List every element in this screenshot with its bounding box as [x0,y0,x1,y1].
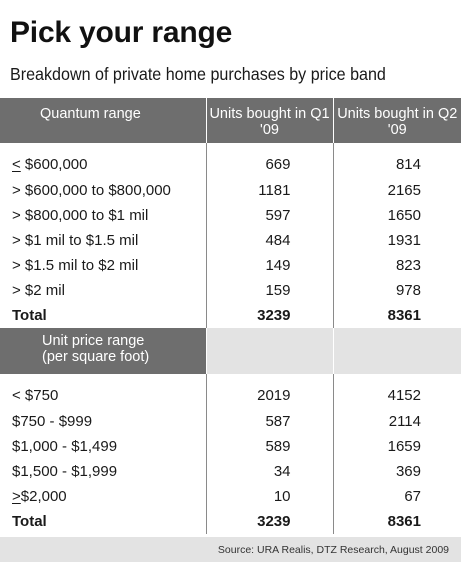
row-label: > $1.5 mil to $2 mil [12,257,139,274]
row-q1-value: 149 [205,253,333,278]
row-q1-value: 669 [205,143,333,178]
row-label: $1,500 - $1,999 [12,463,118,480]
header-unit-price-range: Unit price range (per square foot) [0,328,206,374]
total-q2-value: 8361 [332,303,461,328]
total-q1-value: 3239 [205,303,333,328]
price-band-table: Quantum range Units bought in Q1 '09 Uni… [0,98,461,534]
header-units-q2: Units bought in Q2 '09 [332,98,461,143]
table-row: $1,000 - $1,499 589 1659 [0,434,461,459]
le-symbol: < [12,156,21,173]
row-q2-value: 1931 [332,228,461,253]
row-label: >$2,000 [0,484,206,509]
table-total-row: Total 3239 8361 [0,509,461,534]
row-label-text: $600,000 [20,156,88,173]
row-label: < $600,000 [0,143,206,178]
chart-subtitle: Breakdown of private home purchases by p… [10,64,386,84]
section-header-blank [332,328,461,374]
table-row: < $750 2019 4152 [0,374,461,409]
row-q2-value: 1659 [332,434,461,459]
table-row: > $1.5 mil to $2 mil 149 823 [0,253,461,278]
row-q2-value: 2114 [332,409,461,434]
row-q1-value: 10 [205,484,333,509]
row-q2-value: 978 [332,278,461,303]
row-label: > $600,000 to $800,000 [12,182,171,199]
header-unit-price-line2: (per square foot) [42,349,150,365]
row-q2-value: 369 [332,459,461,484]
row-q1-value: 1181 [205,178,333,203]
row-q1-value: 484 [205,228,333,253]
table-total-row: Total 3239 8361 [0,303,461,328]
row-label-text: $2,000 [20,488,67,505]
total-label: Total [12,513,47,530]
chart-title: Pick your range [10,16,233,49]
row-q1-value: 2019 [205,374,333,409]
row-q1-value: 589 [205,434,333,459]
row-q2-value: 67 [332,484,461,509]
row-q1-value: 159 [205,278,333,303]
row-q2-value: 1650 [332,203,461,228]
total-q1-value: 3239 [205,509,333,534]
row-label: $1,000 - $1,499 [12,438,118,455]
row-q2-value: 2165 [332,178,461,203]
header-unit-price-line1: Unit price range [42,333,145,349]
table-row: $1,500 - $1,999 34 369 [0,459,461,484]
table-row: > $800,000 to $1 mil 597 1650 [0,203,461,228]
table-row: >$2,000 10 67 [0,484,461,509]
table-row: > $600,000 to $800,000 1181 2165 [0,178,461,203]
table-row: $750 - $999 587 2114 [0,409,461,434]
row-label: > $2 mil [12,282,65,299]
row-label: $750 - $999 [12,413,93,430]
source-footer: Source: URA Realis, DTZ Research, August… [0,537,461,562]
row-q2-value: 814 [332,143,461,178]
table-row: < $600,000 669 814 [0,143,461,178]
header-units-q1: Units bought in Q1 '09 [205,98,333,143]
total-label: Total [12,307,47,324]
row-label: > $1 mil to $1.5 mil [12,232,139,249]
row-q1-value: 597 [205,203,333,228]
table-row: > $2 mil 159 978 [0,278,461,303]
source-text: Source: URA Realis, DTZ Research, August… [217,544,449,556]
row-q2-value: 4152 [332,374,461,409]
row-q1-value: 34 [205,459,333,484]
section-header-blank [205,328,333,374]
row-q2-value: 823 [332,253,461,278]
row-q1-value: 587 [205,409,333,434]
table-header-row: Quantum range Units bought in Q1 '09 Uni… [0,98,461,143]
section-header-row: Unit price range (per square foot) [0,328,461,374]
row-label: < $750 [12,387,59,404]
header-quantum-range: Quantum range [0,98,206,143]
ge-symbol: > [12,488,21,505]
row-label: > $800,000 to $1 mil [12,207,149,224]
table-row: > $1 mil to $1.5 mil 484 1931 [0,228,461,253]
total-q2-value: 8361 [332,509,461,534]
